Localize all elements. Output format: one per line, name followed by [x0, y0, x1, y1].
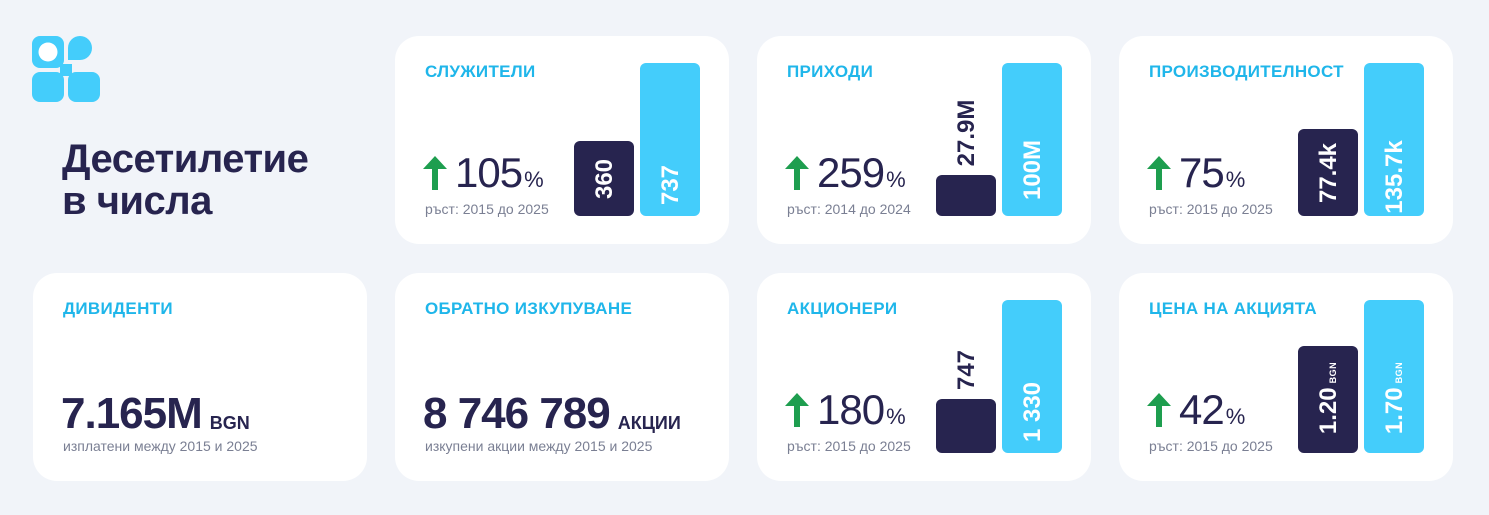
growth-value: 75 [1179, 149, 1225, 196]
bar-old-label: 1.20 BGN [1315, 353, 1342, 443]
growth-value: 42 [1179, 386, 1225, 433]
arrow-up-icon [785, 393, 809, 427]
dividends-amount: 7.165M BGN [61, 389, 250, 438]
arrow-up-icon [1147, 156, 1171, 190]
growth-unit: % [886, 404, 906, 429]
growth-metric: 180 % [785, 386, 906, 433]
page-title-line1: Десетилетие [62, 137, 309, 181]
growth-metric: 259 % [785, 149, 906, 196]
growth-value: 259 [817, 149, 885, 196]
bar-old [936, 399, 996, 453]
arrow-up-icon [423, 156, 447, 190]
growth-caption: ръст: 2015 до 2025 [1149, 438, 1273, 454]
bar-new-label: 135.7k [1381, 140, 1408, 214]
bar-new [1002, 63, 1062, 216]
bar-new-label: 1 330 [1019, 381, 1046, 443]
growth-metric: 42 % [1147, 386, 1246, 433]
growth-value: 105 [455, 149, 523, 196]
card-title: СЛУЖИТЕЛИ [425, 62, 536, 81]
dividends-unit: BGN [209, 413, 250, 433]
bar-new-currency: BGN [1394, 361, 1404, 384]
growth-value: 180 [817, 386, 885, 433]
bar-new [1364, 63, 1424, 216]
bar-old [1298, 346, 1358, 453]
card-employees: СЛУЖИТЕЛИ 105 % ръст: 2015 до 2025 360 7… [395, 36, 729, 244]
card-revenue: ПРИХОДИ 259 % ръст: 2014 до 2024 27.9M 1… [757, 36, 1091, 244]
buyback-amount: 8 746 789 АКЦИИ [423, 389, 681, 438]
bar-old-label: 747 [953, 349, 980, 391]
card-shareholders: АКЦИОНЕРИ 180 % ръст: 2015 до 2025 747 1… [757, 273, 1091, 481]
growth-unit: % [886, 167, 906, 192]
dividends-caption: изплатени между 2015 и 2025 [63, 438, 258, 454]
bar-new-label: 100M [1019, 139, 1046, 201]
company-logo [32, 36, 100, 102]
card-title: ЦЕНА НА АКЦИЯТА [1149, 299, 1317, 318]
arrow-up-icon [1147, 393, 1171, 427]
card-buyback: ОБРАТНО ИЗКУПУВАНЕ 8 746 789 АКЦИИ изкуп… [395, 273, 729, 481]
bar-old-currency: BGN [1328, 361, 1338, 384]
card-dividends: ДИВИДЕНТИ 7.165M BGN изплатени между 201… [33, 273, 367, 481]
bar-old-label: 27.9M [953, 99, 980, 167]
bar-old [936, 175, 996, 216]
growth-caption: ръст: 2015 до 2025 [1149, 201, 1273, 217]
growth-caption: ръст: 2015 до 2025 [425, 201, 549, 217]
growth-metric: 105 % [423, 149, 544, 196]
bar-old [574, 141, 634, 216]
card-title: ПРИХОДИ [787, 62, 874, 81]
card-share-price: ЦЕНА НА АКЦИЯТА 42 % ръст: 2015 до 2025 … [1119, 273, 1453, 481]
card-title: ПРОИЗВОДИТЕЛНОСТ [1149, 62, 1344, 81]
growth-metric: 75 % [1147, 149, 1246, 196]
buyback-caption: изкупени акции между 2015 и 2025 [425, 438, 653, 454]
card-title: ДИВИДЕНТИ [63, 299, 173, 318]
buyback-unit: АКЦИИ [617, 413, 681, 433]
page-title-line2: в числа [62, 179, 212, 223]
bar-new [1364, 300, 1424, 453]
growth-unit: % [1225, 404, 1246, 429]
dividends-value: 7.165M [61, 389, 203, 438]
card-title: АКЦИОНЕРИ [787, 299, 898, 318]
growth-unit: % [1225, 167, 1246, 192]
bar-new-value: 1.70 [1381, 387, 1408, 435]
growth-unit: % [524, 167, 544, 192]
bar-old [1298, 129, 1358, 216]
card-title: ОБРАТНО ИЗКУПУВАНЕ [425, 299, 633, 318]
growth-caption: ръст: 2014 до 2024 [787, 201, 911, 217]
bar-new-label: 737 [657, 164, 684, 206]
arrow-up-icon [785, 156, 809, 190]
card-productivity: ПРОИЗВОДИТЕЛНОСТ 75 % ръст: 2015 до 2025… [1119, 36, 1453, 244]
bar-new [640, 63, 700, 216]
bar-new-label: 1.70 BGN [1381, 353, 1408, 443]
page-title: Десетилетие в числа [62, 137, 309, 223]
bar-new [1002, 300, 1062, 453]
bar-old-label: 77.4k [1315, 142, 1342, 204]
buyback-value: 8 746 789 [423, 389, 611, 438]
bar-old-label: 360 [591, 158, 618, 200]
bar-old-value: 1.20 [1315, 387, 1342, 435]
growth-caption: ръст: 2015 до 2025 [787, 438, 911, 454]
